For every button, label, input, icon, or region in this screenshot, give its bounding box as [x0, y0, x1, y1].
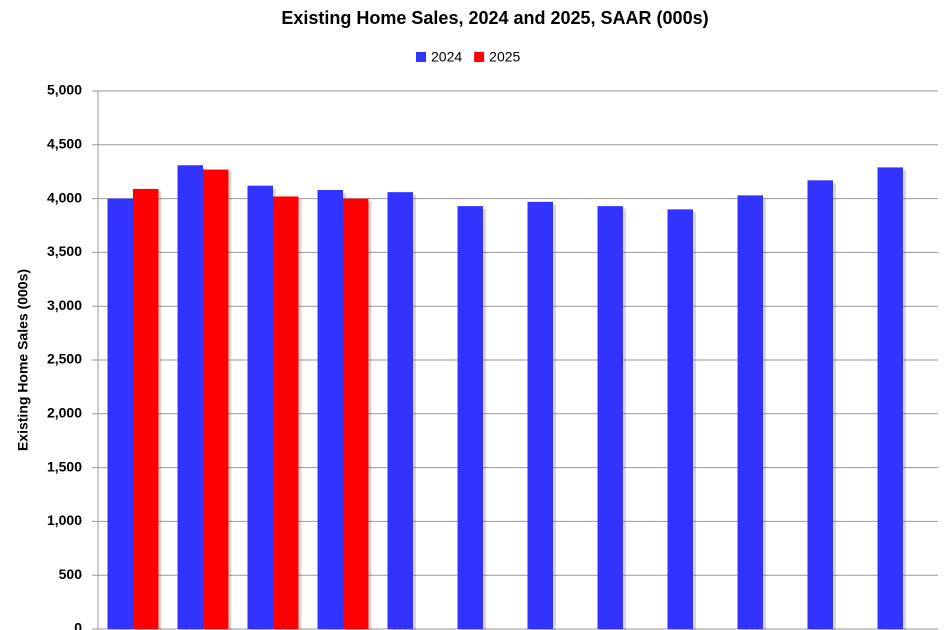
bar	[457, 206, 483, 629]
y-tick-label: 1,500	[47, 458, 82, 474]
bar	[177, 165, 203, 629]
legend-swatch	[416, 52, 426, 62]
bar	[527, 201, 553, 629]
bar	[107, 198, 133, 629]
bar	[737, 195, 763, 629]
chart-title: Existing Home Sales, 2024 and 2025, SAAR…	[281, 8, 708, 28]
y-tick-label: 4,500	[47, 136, 82, 152]
bar	[387, 192, 413, 630]
bar	[807, 180, 833, 630]
bar	[317, 189, 343, 629]
bar	[247, 185, 273, 630]
bar	[877, 167, 903, 629]
y-tick-label: 3,500	[47, 243, 82, 259]
y-tick-label: 1,000	[47, 512, 82, 528]
y-tick-label: 2,500	[47, 351, 82, 367]
y-tick-label: 3,000	[47, 297, 82, 313]
bar	[667, 209, 693, 630]
legend: 2024 2025	[416, 49, 521, 65]
bar	[343, 198, 369, 629]
legend-swatch	[474, 52, 485, 62]
bar	[597, 206, 623, 629]
y-tick-label: 500	[59, 566, 83, 582]
y-tick-label: 5,000	[47, 82, 82, 98]
legend-label: 2024	[431, 49, 462, 65]
y-tick-label: 2,000	[47, 405, 82, 421]
bar	[273, 196, 299, 629]
y-tick-label: 0	[74, 620, 82, 630]
y-axis-label: Existing Home Sales (000s)	[15, 269, 31, 451]
legend-label: 2025	[489, 49, 520, 65]
bar	[133, 188, 159, 629]
bar	[203, 169, 229, 629]
y-tick-label: 4,000	[47, 189, 82, 205]
